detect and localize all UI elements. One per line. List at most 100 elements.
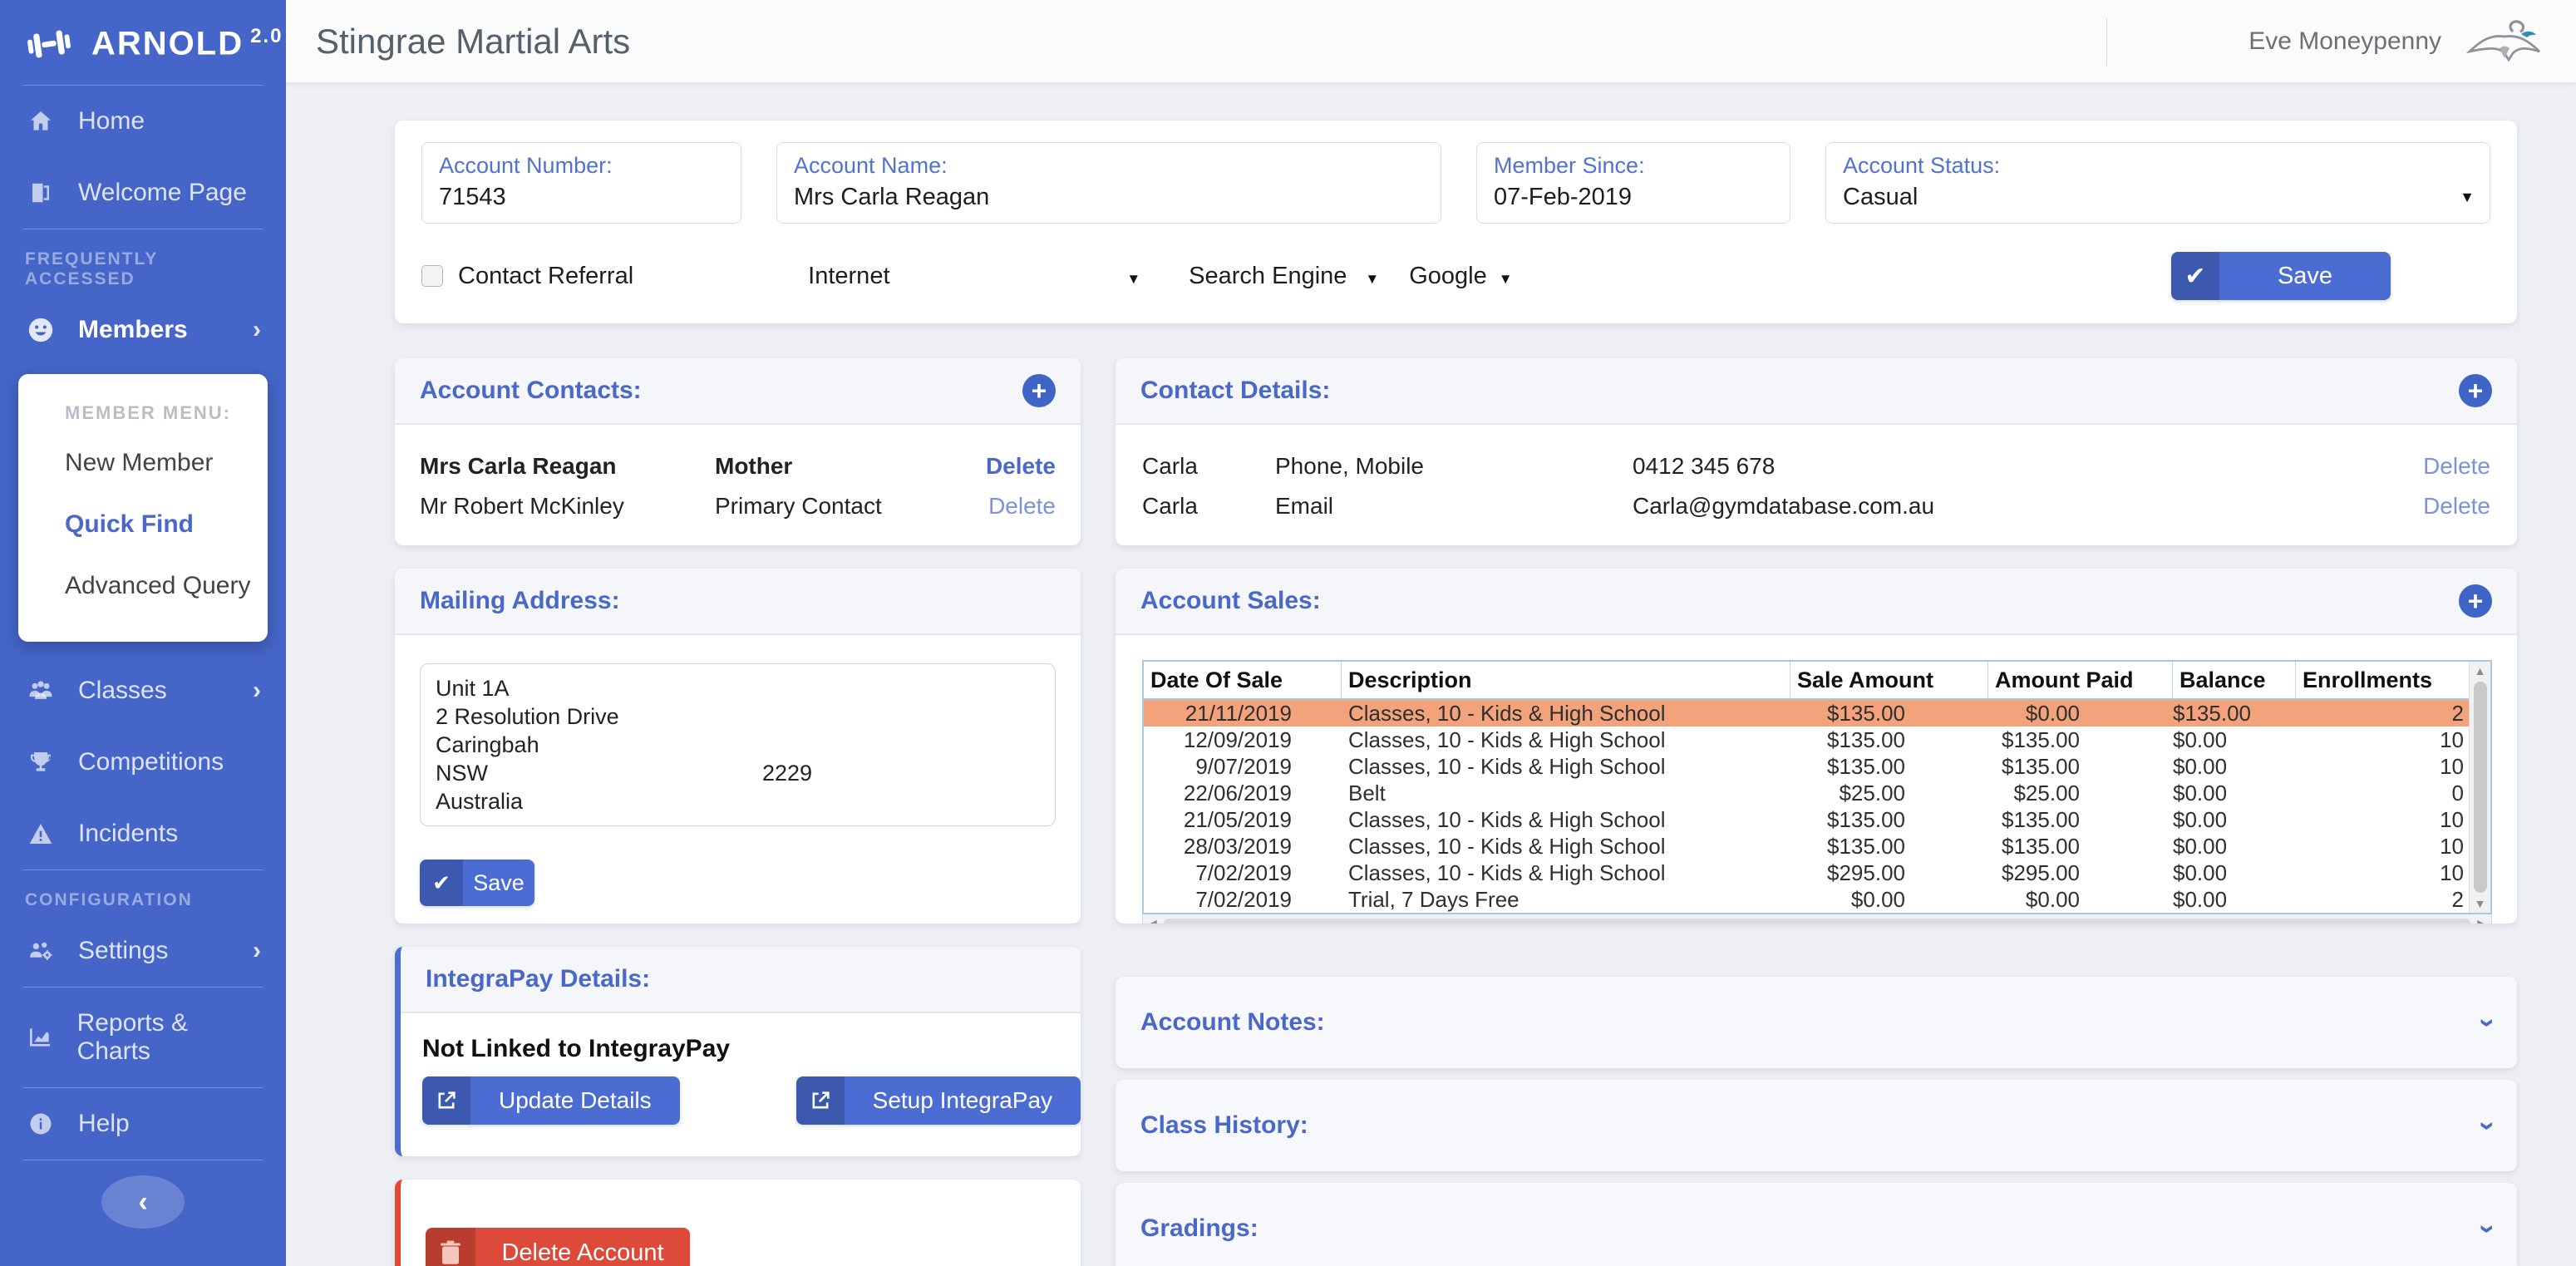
sidebar-item-competitions[interactable]: Competitions <box>0 727 286 798</box>
sales-row[interactable]: 12/09/2019 Classes, 10 - Kids & High Sch… <box>1144 727 2469 753</box>
sales-row[interactable]: 7/02/2019 Classes, 10 - Kids & High Scho… <box>1144 860 2469 886</box>
scroll-up-icon[interactable]: ▲ <box>2474 664 2486 677</box>
right-column: Contact Details: + Carla Phone, Mobile 0… <box>1116 358 2517 1266</box>
chevron-down-icon[interactable]: › <box>2471 1121 2504 1131</box>
update-details-button[interactable]: Update Details <box>422 1076 680 1125</box>
info-icon <box>25 1111 57 1136</box>
dropdown-arrow-icon: ▼ <box>2460 189 2475 205</box>
save-button[interactable]: ✔ Save <box>2171 252 2391 300</box>
chevron-left-icon: ‹ <box>138 1185 148 1218</box>
detail-name: Carla <box>1142 453 1198 479</box>
chart-icon <box>25 1024 56 1051</box>
sidebar: ARNOLD 2.0 Home Welcome Page FREQUENTLY A… <box>0 0 286 1266</box>
account-number-field[interactable]: Account Number: 71543 <box>421 142 741 224</box>
column-header[interactable]: Balance <box>2173 662 2296 698</box>
add-sale-button[interactable]: + <box>2459 584 2492 618</box>
column-header[interactable]: Enrollments <box>2303 667 2433 692</box>
sidebar-item-settings[interactable]: Settings › <box>0 915 286 987</box>
member-since-field[interactable]: Member Since: 07-Feb-2019 <box>1476 142 1790 224</box>
delete-detail-link[interactable]: Delete <box>2423 493 2490 519</box>
mailing-address-input[interactable]: Unit 1A 2 Resolution Drive Caringbah NSW… <box>420 663 1056 826</box>
users-gear-icon <box>25 937 57 965</box>
sales-row[interactable]: 7/02/2019 Trial, 7 Days Free $0.00 $0.00… <box>1144 886 2469 913</box>
setup-integrapay-button[interactable]: Setup IntegraPay <box>795 1076 1081 1125</box>
section-title: Account Notes: <box>1140 1008 1325 1036</box>
account-contacts-card: Account Contacts: + Mrs Carla Reagan Mot… <box>395 358 1081 545</box>
contact-details-card: Contact Details: + Carla Phone, Mobile 0… <box>1116 358 2517 545</box>
field-value: Mrs Carla Reagan <box>794 184 990 210</box>
sidebar-item-help[interactable]: Help <box>0 1088 286 1160</box>
gradings-card[interactable]: Gradings: › <box>1116 1183 2517 1266</box>
column-header[interactable]: Description <box>1342 662 1790 698</box>
user-name: Eve Moneypenny <box>2248 27 2441 55</box>
sidebar-item-welcome-page[interactable]: Welcome Page <box>0 157 286 229</box>
sales-row[interactable]: 9/07/2019 Classes, 10 - Kids & High Scho… <box>1144 753 2469 780</box>
sidebar-item-incidents[interactable]: Incidents <box>0 798 286 869</box>
referral-detail-select[interactable]: Google ▼ <box>1409 263 1512 290</box>
sidebar-item-classes[interactable]: Classes › <box>0 655 286 727</box>
sales-row[interactable]: 22/06/2019 Belt $25.00 $25.00 $0.00 0 <box>1144 780 2469 806</box>
sidebar-item-members[interactable]: Members › <box>0 294 286 366</box>
external-link-icon <box>795 1076 845 1125</box>
field-label: Account Name: <box>794 153 948 178</box>
sales-row[interactable]: 21/05/2019 Classes, 10 - Kids & High Sch… <box>1144 806 2469 833</box>
contact-referral-checkbox[interactable] <box>421 265 443 287</box>
sidebar-collapse-button[interactable]: ‹ <box>101 1175 185 1229</box>
cell-amount-paid: $0.00 <box>2025 700 2080 726</box>
brand-logo[interactable]: ARNOLD 2.0 <box>0 0 286 85</box>
referral-category-select[interactable]: Search Engine ▼ <box>1189 263 1379 290</box>
delete-detail-link[interactable]: Delete <box>2423 453 2490 479</box>
sidebar-item-label: Incidents <box>78 820 179 847</box>
sidebar-item-label: Reports & Charts <box>76 1009 188 1065</box>
account-contacts-header: Account Contacts: + <box>395 358 1081 425</box>
sidebar-item-home[interactable]: Home <box>0 86 286 157</box>
detail-type: Phone, Mobile <box>1275 453 1425 479</box>
vertical-scrollbar[interactable]: ▲ ▼ <box>2469 662 2490 913</box>
scroll-left-icon[interactable]: ◀ <box>1148 916 1157 924</box>
account-notes-card[interactable]: Account Notes: › <box>1116 977 2517 1068</box>
add-contact-detail-button[interactable]: + <box>2459 374 2492 407</box>
scrollbar-thumb[interactable] <box>1163 918 2471 924</box>
sidebar-item-reports-charts[interactable]: Reports & Charts <box>0 988 286 1087</box>
account-name-field[interactable]: Account Name: Mrs Carla Reagan <box>776 142 1441 224</box>
field-value: 07-Feb-2019 <box>1494 184 1633 210</box>
column-header[interactable]: Date Of Sale <box>1144 662 1342 698</box>
dropdown-arrow-icon: ▼ <box>1498 270 1513 287</box>
contact-relation: Mother <box>715 453 793 479</box>
cell-date: 7/02/2019 <box>1195 886 1292 912</box>
sidebar-section-configuration: CONFIGURATION <box>25 890 193 909</box>
field-label: Account Status: <box>1843 153 2001 178</box>
column-header[interactable]: Amount Paid <box>1988 662 2173 698</box>
account-status-select[interactable]: Account Status: Casual ▼ <box>1825 142 2490 224</box>
cell-balance: $0.00 <box>2173 806 2228 832</box>
submenu-item-new-member[interactable]: New Member <box>65 449 214 476</box>
cell-description: Classes, 10 - Kids & High School <box>1348 727 1666 752</box>
cell-enrollments: 10 <box>2440 727 2464 752</box>
sales-row[interactable]: 28/03/2019 Classes, 10 - Kids & High Sch… <box>1144 833 2469 860</box>
save-address-button[interactable]: ✔ Save <box>420 860 534 906</box>
class-history-card[interactable]: Class History: › <box>1116 1080 2517 1171</box>
delete-account-button[interactable]: Delete Account <box>426 1228 690 1266</box>
chevron-down-icon[interactable]: › <box>2471 1224 2504 1234</box>
referral-row: Contact Referral Internet ▼ Search Engin… <box>395 252 2517 300</box>
submenu-item-quick-find[interactable]: Quick Find <box>65 510 195 538</box>
cell-description: Classes, 10 - Kids & High School <box>1348 833 1666 859</box>
add-contact-button[interactable]: + <box>1022 374 1056 407</box>
scroll-right-icon[interactable]: ▶ <box>2477 916 2486 924</box>
scrollbar-thumb[interactable] <box>2473 682 2487 893</box>
sales-row-selected[interactable]: 21/11/2019 Classes, 10 - Kids & High Sch… <box>1144 700 2469 727</box>
scroll-down-icon[interactable]: ▼ <box>2474 897 2486 910</box>
mailing-address-header: Mailing Address: <box>395 569 1081 635</box>
delete-contact-link[interactable]: Delete <box>985 453 1056 479</box>
cell-amount-paid: $295.00 <box>2002 860 2080 885</box>
referral-source-select[interactable]: Internet ▼ <box>808 263 1140 290</box>
horizontal-scrollbar[interactable]: ◀ ▶ <box>1142 914 2492 924</box>
topbar-user-area[interactable]: Eve Moneypenny <box>2106 15 2543 68</box>
chevron-down-icon[interactable]: › <box>2471 1017 2504 1027</box>
section-title: Account Contacts: <box>420 377 642 404</box>
delete-contact-link[interactable]: Delete <box>988 493 1056 519</box>
column-header[interactable]: Sale Amount <box>1790 662 1988 698</box>
submenu-item-advanced-query[interactable]: Advanced Query <box>65 572 251 599</box>
cell-date: 9/07/2019 <box>1195 753 1292 779</box>
chevron-right-icon: › <box>253 937 261 964</box>
